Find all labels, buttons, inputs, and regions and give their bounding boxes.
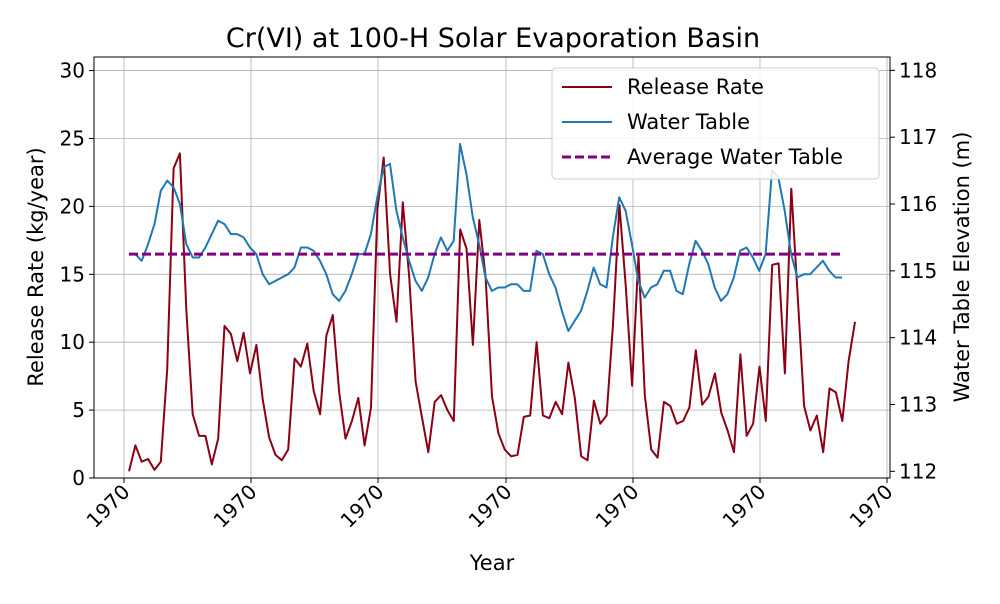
x-tick-label: 1970 — [209, 480, 262, 533]
y-tick-label: 30 — [60, 59, 85, 83]
y2-tick-label: 116 — [899, 192, 937, 216]
legend-label-average-water-table: Average Water Table — [627, 145, 843, 169]
y2-tick-label: 112 — [899, 459, 937, 483]
y-axis-left-label: Release Rate (kg/year) — [24, 147, 48, 386]
y-tick-label: 20 — [60, 194, 85, 218]
y2-tick-label: 113 — [899, 392, 937, 416]
y-tick-label: 25 — [60, 126, 85, 150]
legend-label-water-table: Water Table — [627, 110, 750, 134]
y2-tick-label: 117 — [899, 125, 937, 149]
y-tick-label: 15 — [60, 262, 85, 286]
y2-tick-label: 114 — [899, 326, 937, 350]
plot-frame — [93, 56, 891, 479]
y-tick-label: 0 — [72, 466, 85, 490]
y-axis-left-ticks: 0 5 10 15 20 25 30 — [60, 59, 94, 490]
legend: Release Rate Water Table Average Water T… — [551, 67, 880, 180]
x-tick-label: 1970 — [591, 480, 644, 533]
x-tick-label: 1970 — [82, 480, 135, 533]
plot-lines — [128, 142, 856, 472]
x-axis-label: Year — [469, 551, 515, 575]
y2-tick-label: 115 — [899, 259, 937, 283]
x-tick-label: 1970 — [718, 480, 771, 533]
y-tick-label: 5 — [72, 398, 85, 422]
x-tick-label: 1970 — [464, 480, 517, 533]
y-tick-label: 10 — [60, 330, 85, 354]
legend-label-release-rate: Release Rate — [627, 75, 764, 99]
series-line-release-rate — [128, 152, 856, 472]
x-tick-label: 1970 — [336, 480, 389, 533]
y-axis-right-label: Water Table Elevation (m) — [950, 132, 974, 403]
y2-tick-label: 118 — [899, 58, 937, 82]
x-tick-label: 1970 — [845, 480, 898, 533]
series-line-water-table — [129, 142, 842, 332]
legend-box — [551, 67, 880, 180]
y-axis-right-ticks: 112 113 114 115 116 117 118 — [890, 58, 937, 483]
x-axis-ticks: 1970 1970 1970 1970 1970 1970 1970 — [82, 478, 898, 533]
chart-title: Cr(VI) at 100-H Solar Evaporation Basin — [226, 23, 760, 54]
